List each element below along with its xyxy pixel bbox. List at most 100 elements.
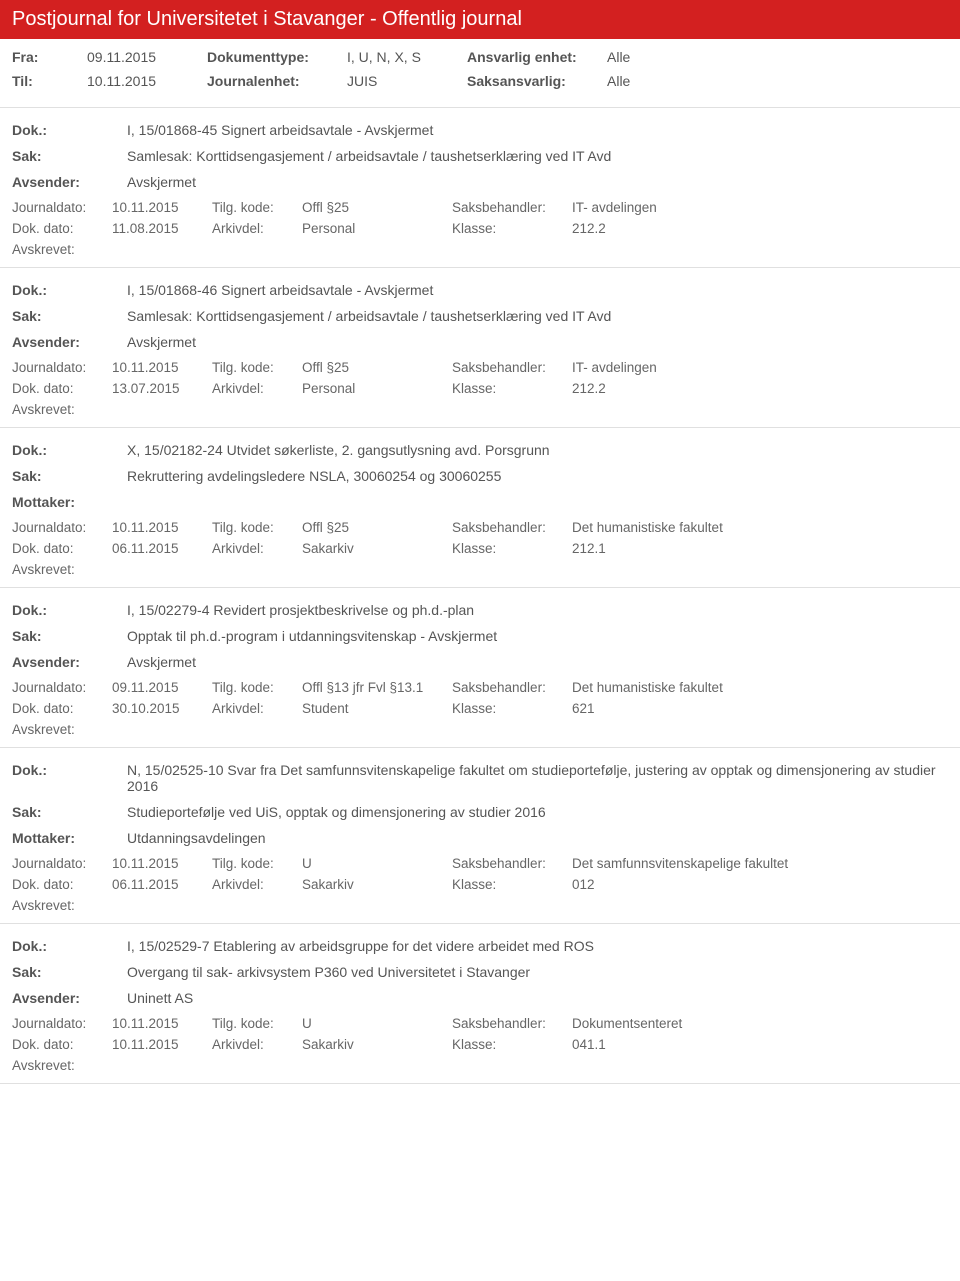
sak-label: Sak: [12, 308, 127, 324]
journaldato-value: 10.11.2015 [112, 1016, 212, 1031]
avskrevet-label: Avskrevet: [12, 722, 948, 737]
saksbehandler-label: Saksbehandler: [452, 1016, 572, 1031]
party-label: Mottaker: [12, 830, 127, 846]
dokdato-label: Dok. dato: [12, 1037, 112, 1052]
journaldato-label: Journaldato: [12, 680, 112, 695]
til-label: Til: [12, 73, 57, 89]
journaldato-label: Journaldato: [12, 1016, 112, 1031]
journaldato-label: Journaldato: [12, 856, 112, 871]
journal-entry: Dok.: I, 15/02529-7 Etablering av arbeid… [0, 924, 960, 1084]
dok-value: N, 15/02525-10 Svar fra Det samfunnsvite… [127, 762, 948, 794]
dok-value: X, 15/02182-24 Utvidet søkerliste, 2. ga… [127, 442, 948, 458]
arkivdel-value: Sakarkiv [302, 541, 452, 556]
arkivdel-label: Arkivdel: [212, 381, 302, 396]
sak-value: Rekruttering avdelingsledere NSLA, 30060… [127, 468, 948, 484]
arkivdel-label: Arkivdel: [212, 877, 302, 892]
journaldato-value: 09.11.2015 [112, 680, 212, 695]
dokdato-value: 06.11.2015 [112, 877, 212, 892]
journalenhet-label: Journalenhet: [207, 73, 317, 89]
saksbehandler-label: Saksbehandler: [452, 200, 572, 215]
party-value: Uninett AS [127, 990, 948, 1006]
saksbehandler-label: Saksbehandler: [452, 520, 572, 535]
dok-label: Dok.: [12, 442, 127, 458]
dokdato-value: 11.08.2015 [112, 221, 212, 236]
saksbehandler-label: Saksbehandler: [452, 680, 572, 695]
klasse-value: 041.1 [572, 1037, 948, 1052]
dok-label: Dok.: [12, 762, 127, 794]
klasse-value: 012 [572, 877, 948, 892]
sak-label: Sak: [12, 804, 127, 820]
tilgkode-value: Offl §25 [302, 520, 452, 535]
arkivdel-value: Personal [302, 221, 452, 236]
party-label: Avsender: [12, 654, 127, 670]
tilgkode-label: Tilg. kode: [212, 1016, 302, 1031]
journaldato-label: Journaldato: [12, 520, 112, 535]
journal-entry: Dok.: I, 15/02279-4 Revidert prosjektbes… [0, 588, 960, 748]
dokdato-label: Dok. dato: [12, 541, 112, 556]
arkivdel-value: Sakarkiv [302, 877, 452, 892]
klasse-label: Klasse: [452, 381, 572, 396]
journaldato-value: 10.11.2015 [112, 856, 212, 871]
dokdato-label: Dok. dato: [12, 381, 112, 396]
journaldato-value: 10.11.2015 [112, 200, 212, 215]
ansvarlig-value: Alle [607, 49, 630, 65]
sak-value: Samlesak: Korttidsengasjement / arbeidsa… [127, 308, 948, 324]
arkivdel-label: Arkivdel: [212, 221, 302, 236]
klasse-label: Klasse: [452, 541, 572, 556]
journal-entry: Dok.: I, 15/01868-46 Signert arbeidsavta… [0, 268, 960, 428]
dok-label: Dok.: [12, 282, 127, 298]
saksbehandler-label: Saksbehandler: [452, 856, 572, 871]
tilgkode-value: Offl §25 [302, 360, 452, 375]
party-label: Mottaker: [12, 494, 127, 510]
dokdato-label: Dok. dato: [12, 701, 112, 716]
sak-value: Studieportefølje ved UiS, opptak og dime… [127, 804, 948, 820]
page-title: Postjournal for Universitetet i Stavange… [0, 0, 960, 39]
klasse-label: Klasse: [452, 1037, 572, 1052]
arkivdel-value: Sakarkiv [302, 1037, 452, 1052]
arkivdel-label: Arkivdel: [212, 541, 302, 556]
tilgkode-value: Offl §25 [302, 200, 452, 215]
tilgkode-value: U [302, 1016, 452, 1031]
avskrevet-label: Avskrevet: [12, 402, 948, 417]
saksbehandler-label: Saksbehandler: [452, 360, 572, 375]
journaldato-value: 10.11.2015 [112, 520, 212, 535]
saksbehandler-value: Det samfunnsvitenskapelige fakultet [572, 856, 948, 871]
dokdato-value: 13.07.2015 [112, 381, 212, 396]
journaldato-value: 10.11.2015 [112, 360, 212, 375]
sak-value: Samlesak: Korttidsengasjement / arbeidsa… [127, 148, 948, 164]
dok-value: I, 15/01868-46 Signert arbeidsavtale - A… [127, 282, 948, 298]
sak-label: Sak: [12, 468, 127, 484]
sak-label: Sak: [12, 148, 127, 164]
avskrevet-label: Avskrevet: [12, 562, 948, 577]
arkivdel-value: Personal [302, 381, 452, 396]
journal-entry: Dok.: N, 15/02525-10 Svar fra Det samfun… [0, 748, 960, 924]
party-value [127, 494, 948, 510]
dok-value: I, 15/02529-7 Etablering av arbeidsgrupp… [127, 938, 948, 954]
ansvarlig-label: Ansvarlig enhet: [467, 49, 577, 65]
party-value: Avskjermet [127, 174, 948, 190]
journaldato-label: Journaldato: [12, 200, 112, 215]
saksbehandler-value: Dokumentsenteret [572, 1016, 948, 1031]
dok-label: Dok.: [12, 122, 127, 138]
saksbehandler-value: IT- avdelingen [572, 200, 948, 215]
tilgkode-value: Offl §13 jfr Fvl §13.1 [302, 680, 452, 695]
saksansvarlig-value: Alle [607, 73, 630, 89]
saksbehandler-value: Det humanistiske fakultet [572, 680, 948, 695]
party-label: Avsender: [12, 334, 127, 350]
saksansvarlig-label: Saksansvarlig: [467, 73, 577, 89]
tilgkode-value: U [302, 856, 452, 871]
arkivdel-label: Arkivdel: [212, 701, 302, 716]
til-value: 10.11.2015 [87, 73, 177, 89]
klasse-value: 621 [572, 701, 948, 716]
doktype-value: I, U, N, X, S [347, 49, 437, 65]
dok-label: Dok.: [12, 938, 127, 954]
meta-section: Fra: 09.11.2015 Dokumenttype: I, U, N, X… [0, 39, 960, 108]
journal-entry: Dok.: X, 15/02182-24 Utvidet søkerliste,… [0, 428, 960, 588]
journaldato-label: Journaldato: [12, 360, 112, 375]
klasse-label: Klasse: [452, 877, 572, 892]
fra-value: 09.11.2015 [87, 49, 177, 65]
avskrevet-label: Avskrevet: [12, 242, 948, 257]
dokdato-value: 10.11.2015 [112, 1037, 212, 1052]
tilgkode-label: Tilg. kode: [212, 360, 302, 375]
fra-label: Fra: [12, 49, 57, 65]
